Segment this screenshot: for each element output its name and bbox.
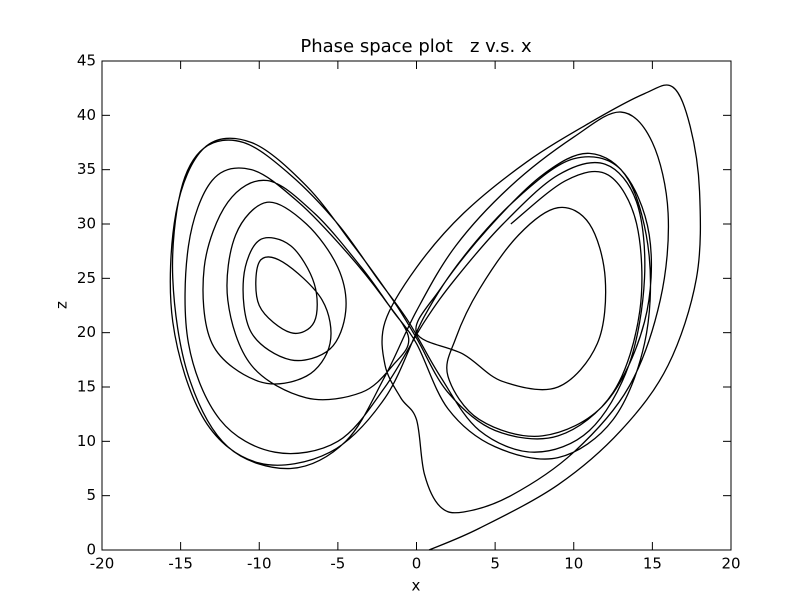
x-tick-label: 5 — [490, 555, 500, 573]
x-tick-label: 10 — [564, 555, 583, 573]
x-tick-label: -20 — [90, 555, 115, 573]
y-axis-label: z — [53, 301, 71, 309]
y-tick-label: 5 — [86, 486, 96, 504]
y-tick-label: 10 — [77, 432, 96, 450]
x-tick-label: 20 — [721, 555, 740, 573]
y-tick-label: 40 — [77, 106, 96, 124]
y-tick-label: 35 — [77, 160, 96, 178]
y-tick-label: 45 — [77, 52, 96, 70]
x-tick-label: -10 — [247, 555, 272, 573]
y-tick-label: 15 — [77, 378, 96, 396]
trajectory-line — [169, 84, 702, 551]
y-tick-label: 30 — [77, 215, 96, 233]
y-tick-label: 20 — [77, 323, 96, 341]
x-tick-label: -5 — [330, 555, 345, 573]
y-tick-label: 25 — [77, 269, 96, 287]
y-tick-label: 0 — [86, 541, 96, 559]
x-tick-label: 15 — [643, 555, 662, 573]
x-axis-label: x — [412, 577, 421, 595]
x-tick-label: -15 — [168, 555, 193, 573]
x-tick-label: 0 — [412, 555, 422, 573]
chart-title: Phase space plot z v.s. x — [300, 36, 532, 57]
